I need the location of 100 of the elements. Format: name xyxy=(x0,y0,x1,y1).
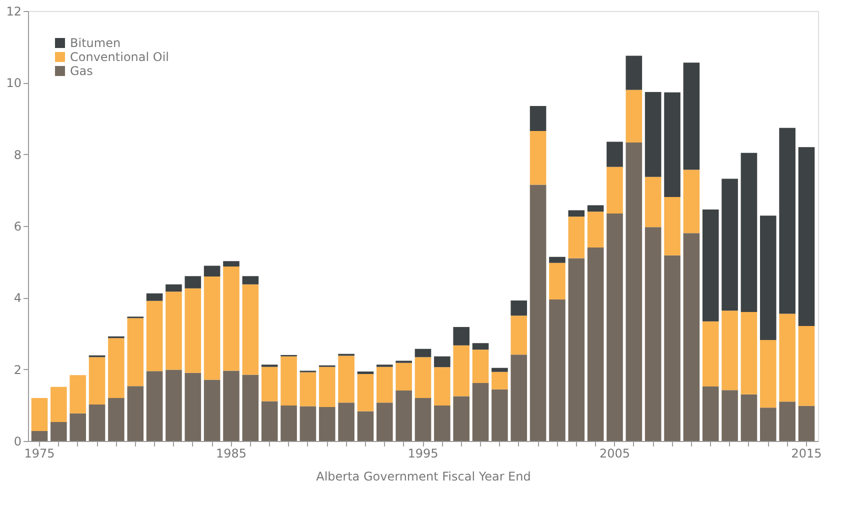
bar xyxy=(184,288,202,373)
bar xyxy=(31,398,48,431)
x-tick-label: 1995 xyxy=(408,446,438,460)
bar xyxy=(357,371,374,374)
bar xyxy=(644,176,662,228)
bar xyxy=(434,367,450,406)
bar xyxy=(549,299,566,441)
bar xyxy=(740,394,758,441)
bar xyxy=(530,131,546,185)
bar xyxy=(146,371,163,441)
bar xyxy=(414,357,432,398)
bar xyxy=(779,128,796,314)
bar xyxy=(166,284,182,292)
bar xyxy=(587,248,604,441)
bar xyxy=(472,382,489,441)
bar xyxy=(453,396,470,441)
bar xyxy=(568,216,585,258)
bar xyxy=(626,90,642,143)
bar xyxy=(300,406,316,441)
bar xyxy=(261,366,278,402)
bar xyxy=(223,261,240,266)
bar xyxy=(760,340,776,408)
bar xyxy=(568,210,585,217)
legend-label: Conventional Oil xyxy=(70,50,170,64)
bar xyxy=(396,390,412,441)
bar xyxy=(492,372,508,390)
bar xyxy=(108,338,124,398)
bar xyxy=(702,210,719,322)
bar xyxy=(492,389,508,441)
bar xyxy=(779,402,796,441)
bar xyxy=(606,213,623,441)
bar xyxy=(414,398,432,441)
y-tick-label: 8 xyxy=(14,148,22,162)
bar xyxy=(204,266,220,277)
bar xyxy=(492,368,508,372)
bar xyxy=(261,401,278,441)
bar xyxy=(280,406,297,441)
bar xyxy=(50,386,67,422)
bar xyxy=(242,276,259,284)
x-tick-label: 1975 xyxy=(24,446,55,460)
bar xyxy=(376,402,393,441)
bar xyxy=(223,370,240,441)
bar xyxy=(606,142,623,167)
bar xyxy=(779,314,796,402)
bar xyxy=(204,276,220,380)
bar xyxy=(798,147,815,326)
bar xyxy=(702,321,719,387)
bar xyxy=(453,327,470,346)
bar xyxy=(626,56,642,90)
bar xyxy=(280,356,297,406)
bar xyxy=(338,356,354,403)
bar xyxy=(70,375,86,414)
bar xyxy=(722,178,738,311)
bar xyxy=(166,292,182,370)
bar xyxy=(127,318,144,386)
bar xyxy=(318,406,336,441)
legend-label: Bitumen xyxy=(70,36,121,50)
bar xyxy=(434,406,450,441)
x-tick-label: 2005 xyxy=(599,446,630,460)
bar xyxy=(740,312,758,394)
bar xyxy=(740,152,758,312)
bar xyxy=(683,170,700,234)
bar xyxy=(242,374,259,441)
bar xyxy=(510,316,528,355)
legend-label: Gas xyxy=(70,64,93,78)
y-tick-label: 12 xyxy=(6,4,22,18)
bar xyxy=(396,362,412,390)
bar xyxy=(760,216,776,340)
bar xyxy=(530,106,546,132)
bar xyxy=(223,266,240,371)
bar xyxy=(722,310,738,390)
bar xyxy=(587,205,604,212)
bar xyxy=(549,256,566,263)
y-tick-label: 2 xyxy=(14,362,22,377)
bar xyxy=(357,374,374,412)
bar xyxy=(414,348,432,358)
bar xyxy=(108,398,124,441)
bar xyxy=(300,372,316,406)
bar xyxy=(88,357,106,404)
bar xyxy=(376,366,393,403)
x-axis-title: Alberta Government Fiscal Year End xyxy=(316,470,531,484)
bar xyxy=(798,326,815,406)
bar xyxy=(242,284,259,375)
bar xyxy=(184,372,202,441)
bar xyxy=(50,422,67,441)
y-tick-label: 0 xyxy=(14,434,22,448)
bar xyxy=(664,92,680,197)
bar xyxy=(453,345,470,396)
bar xyxy=(798,406,815,441)
bar xyxy=(587,212,604,248)
bar xyxy=(31,430,48,441)
x-tick-label: 2015 xyxy=(791,446,822,460)
y-tick-label: 4 xyxy=(14,291,22,306)
bar xyxy=(510,354,528,441)
bar xyxy=(338,402,354,441)
bar xyxy=(664,196,680,256)
bar xyxy=(664,255,680,441)
bar xyxy=(166,370,182,441)
bar xyxy=(184,276,202,288)
y-tick-label: 10 xyxy=(6,76,22,90)
